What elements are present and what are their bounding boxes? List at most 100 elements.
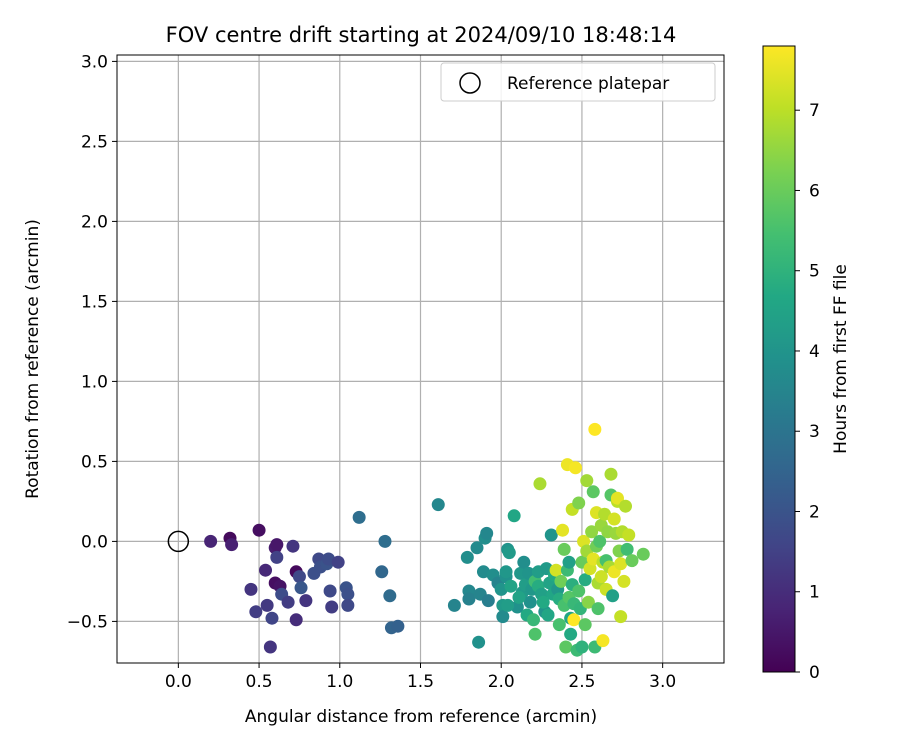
data-point: [470, 541, 484, 555]
legend: Reference platepar: [440, 62, 716, 102]
data-point: [517, 555, 531, 569]
data-point: [572, 584, 586, 598]
chart-title: FOV centre drift starting at 2024/09/10 …: [166, 23, 677, 47]
data-point: [323, 584, 337, 598]
data-point: [557, 542, 571, 556]
data-point: [378, 534, 392, 548]
data-point: [593, 534, 607, 548]
data-point: [528, 627, 542, 641]
data-point: [619, 499, 633, 513]
y-tick-label: −0.5: [67, 612, 108, 632]
data-point: [554, 574, 568, 588]
data-point: [606, 589, 620, 603]
y-tick-label: 3.0: [81, 52, 108, 72]
colorbar-tick-label: 7: [809, 101, 820, 121]
colorbar: 0 1 2 3 4 5 6 7 Hours from first FF file: [762, 45, 851, 683]
data-point: [536, 595, 550, 609]
data-point: [567, 613, 581, 627]
colorbar-tick-label: 3: [809, 422, 820, 442]
data-point: [252, 523, 266, 537]
data-point: [375, 565, 389, 579]
data-point: [562, 555, 576, 569]
data-point: [594, 570, 608, 584]
y-tick-label: 0.5: [81, 452, 108, 472]
legend-reference-marker: [459, 72, 481, 94]
colorbar-label: Hours from first FF file: [831, 264, 851, 454]
data-point: [541, 608, 555, 622]
legend-entry-label: Reference platepar: [507, 74, 669, 94]
data-point: [281, 595, 295, 609]
data-point: [501, 598, 515, 612]
colorbar-tick-label: 6: [809, 181, 820, 201]
y-tick-label: 2.0: [81, 212, 108, 232]
x-tick-label: 3.0: [649, 672, 676, 692]
data-point: [544, 528, 558, 542]
data-point: [270, 550, 284, 564]
colorbar-tick-label: 0: [809, 663, 820, 683]
data-point: [331, 555, 345, 569]
x-axis-label: Angular distance from reference (arcmin): [245, 707, 597, 727]
data-point: [607, 512, 621, 526]
data-point: [578, 573, 592, 587]
data-point: [496, 610, 510, 624]
data-point: [586, 485, 600, 499]
colorbar-tick-label: 4: [809, 342, 820, 362]
data-point: [499, 565, 513, 579]
x-tick-label: 2.0: [488, 672, 515, 692]
data-point: [568, 461, 582, 475]
data-point: [549, 563, 563, 577]
x-tick-label: 0.0: [165, 672, 192, 692]
data-point: [225, 538, 239, 552]
data-point: [204, 534, 218, 548]
data-point: [325, 600, 339, 614]
data-point: [610, 491, 624, 505]
data-point: [391, 619, 405, 633]
data-point: [460, 550, 474, 564]
data-point: [598, 507, 612, 521]
data-point: [341, 587, 355, 601]
colorbar-ticks: 0 1 2 3 4 5 6 7: [795, 101, 820, 683]
x-tick-label: 0.5: [246, 672, 273, 692]
data-point: [462, 592, 476, 606]
data-point: [578, 618, 592, 632]
data-point: [591, 602, 605, 616]
data-point: [480, 526, 494, 540]
data-point: [580, 474, 594, 488]
data-point: [556, 523, 570, 537]
x-tick-label: 1.0: [326, 672, 353, 692]
data-point: [625, 554, 639, 568]
data-point: [472, 635, 486, 649]
y-tick-label: 2.5: [81, 132, 108, 152]
data-point: [270, 538, 284, 552]
y-tick-label: 0.0: [81, 532, 108, 552]
legend-box: [440, 62, 716, 102]
data-point: [383, 589, 397, 603]
y-tick-label: 1.5: [81, 292, 108, 312]
colorbar-tick-label: 5: [809, 262, 820, 282]
data-point: [260, 598, 274, 612]
data-point: [447, 598, 461, 612]
data-point: [352, 510, 366, 524]
data-point: [286, 539, 300, 553]
data-point: [575, 640, 589, 654]
data-point: [299, 594, 313, 608]
x-tick-label: 1.5: [407, 672, 434, 692]
gridlines: [117, 55, 724, 663]
y-tick-label: 1.0: [81, 372, 108, 392]
reference-marker: [167, 530, 190, 553]
data-point: [249, 605, 263, 619]
data-points: [204, 422, 650, 657]
data-point: [527, 613, 541, 627]
data-point: [559, 640, 573, 654]
data-point: [481, 594, 495, 608]
data-point: [636, 547, 650, 561]
colorbar-tick-label: 1: [809, 583, 820, 603]
data-point: [585, 525, 599, 539]
data-point: [581, 595, 595, 609]
reference-platepar-marker: [167, 530, 190, 553]
data-point: [259, 563, 273, 577]
y-axis-label: Rotation from reference (arcmin): [23, 219, 43, 499]
data-point: [510, 600, 524, 614]
data-point: [512, 590, 526, 604]
